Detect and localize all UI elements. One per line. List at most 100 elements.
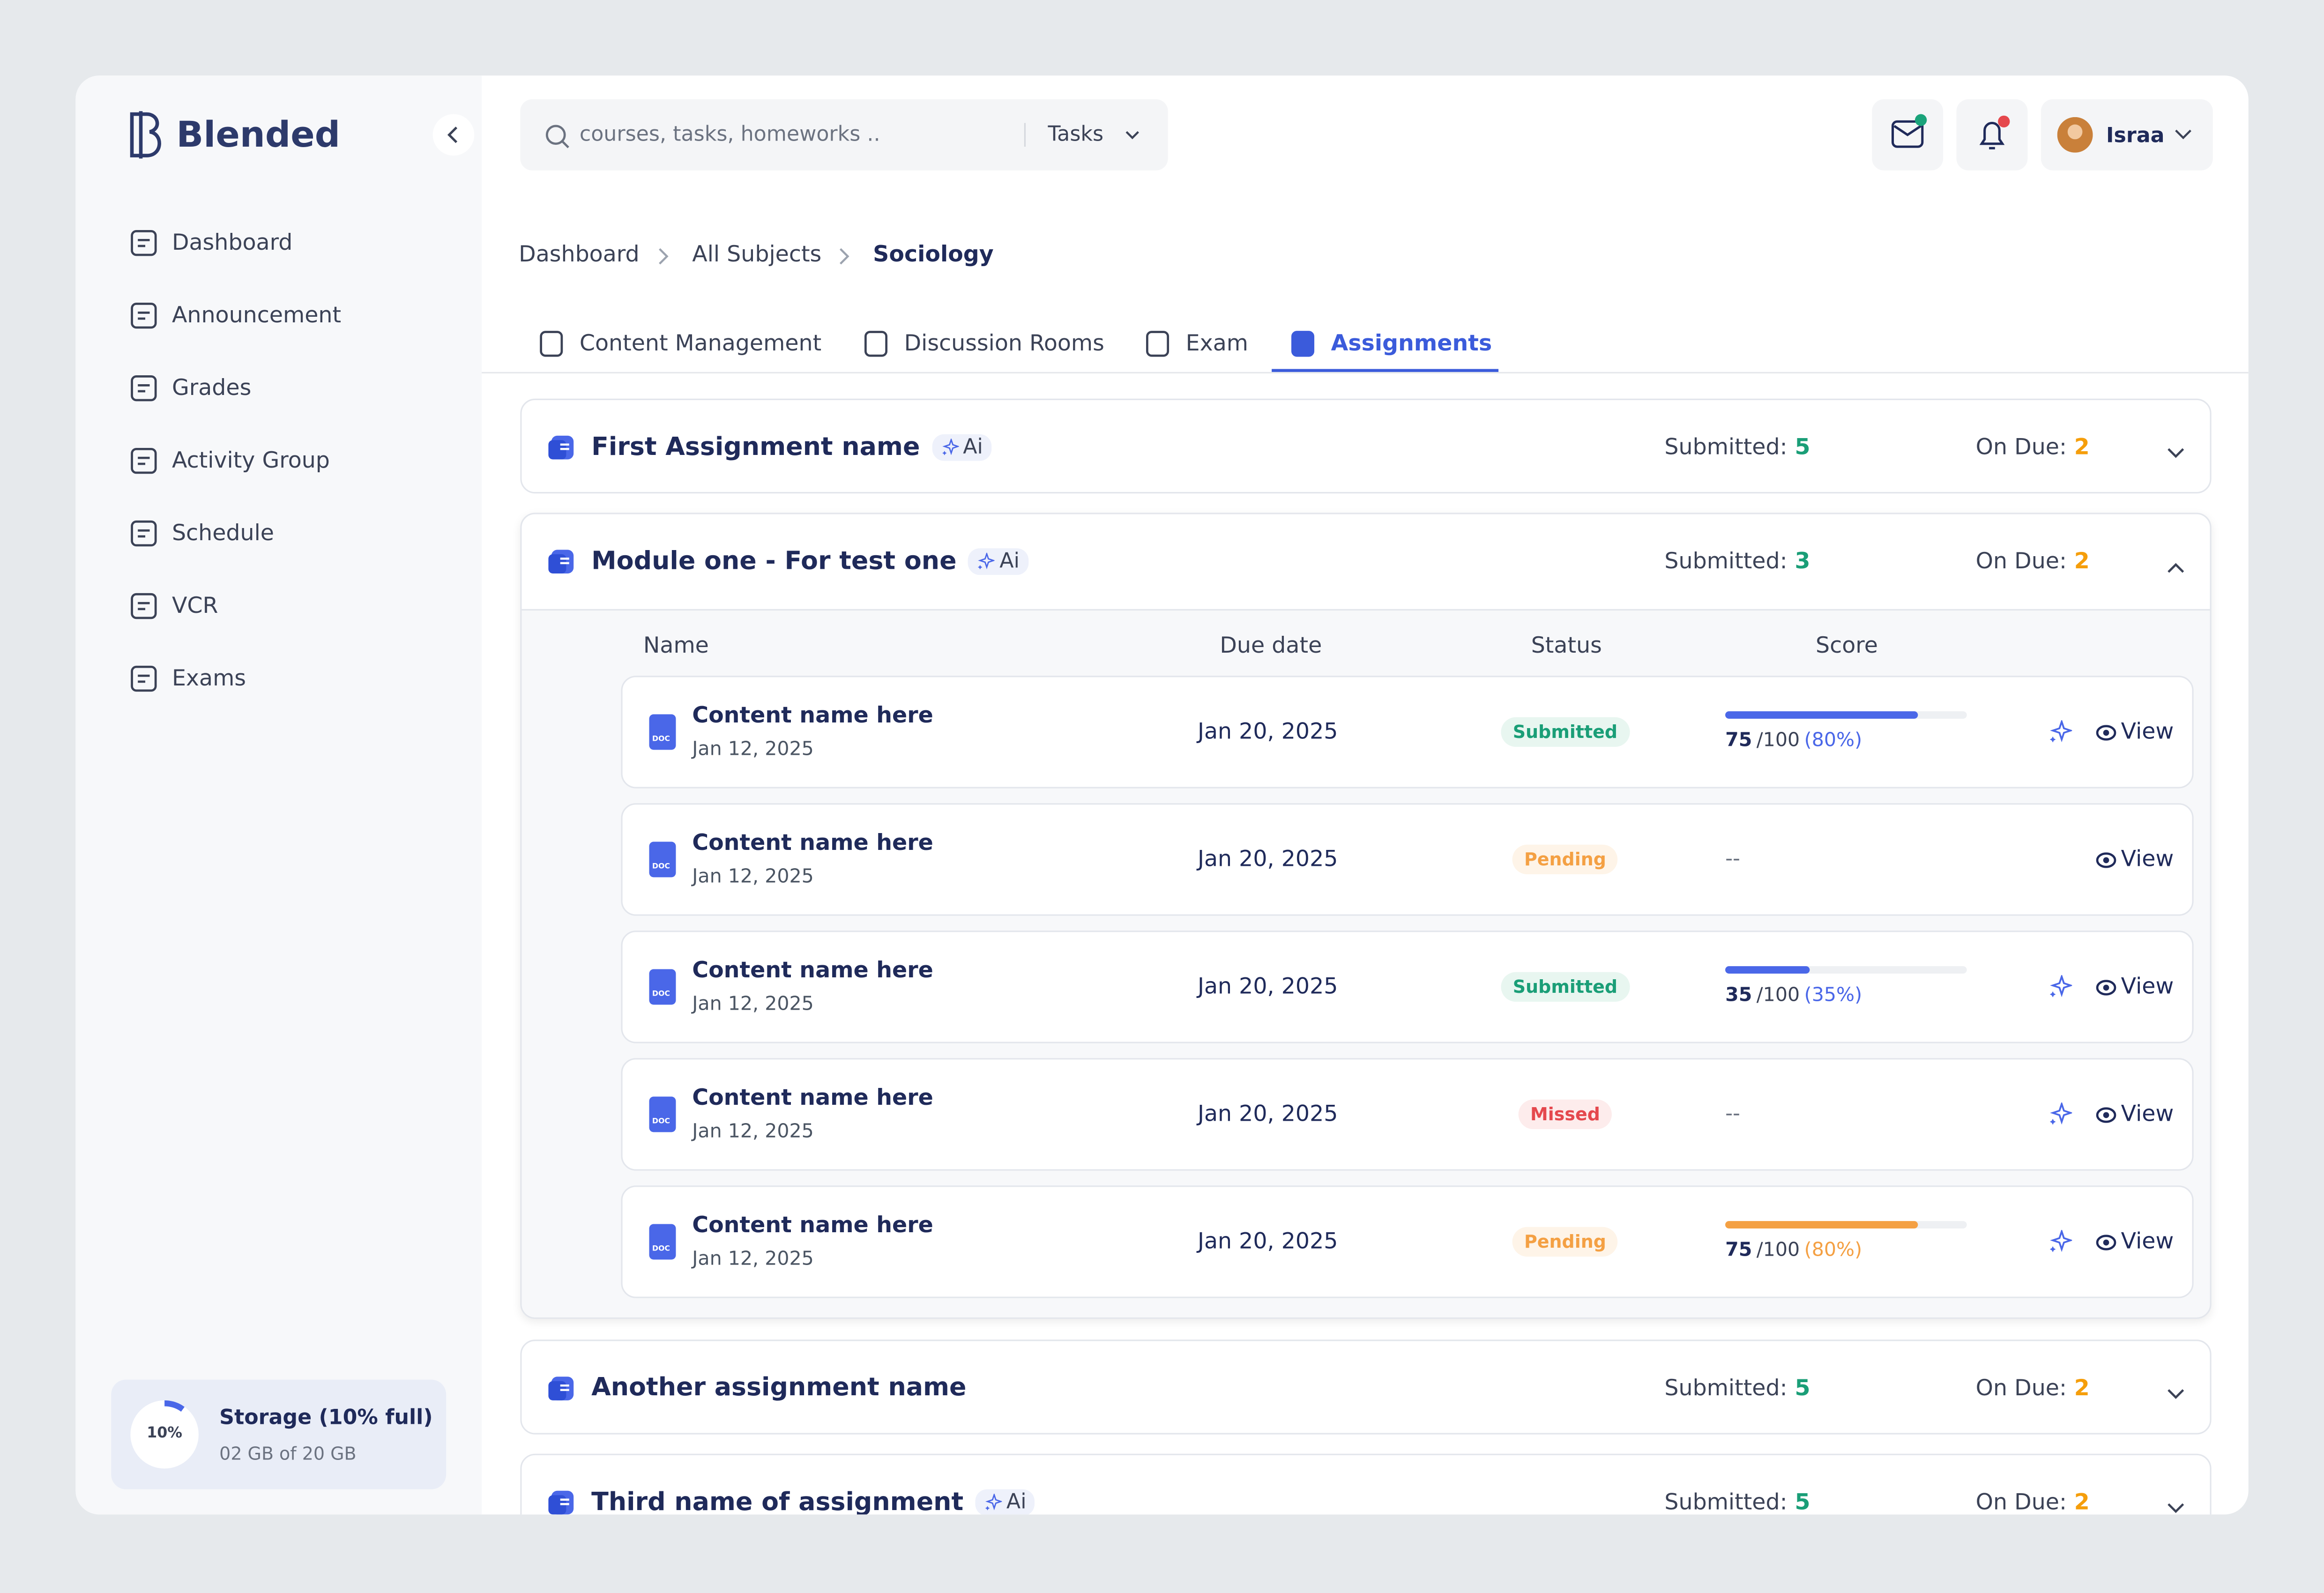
- assignment-icon: [545, 1486, 578, 1515]
- stat-label: On Due:: [1975, 1489, 2067, 1515]
- nav-icon: [129, 446, 158, 482]
- view-button[interactable]: View: [2096, 1228, 2174, 1255]
- doc-icon-label: DOC: [652, 1117, 670, 1126]
- tab[interactable]: Exam: [1185, 329, 1249, 357]
- nav-icon: [129, 301, 158, 336]
- score-percent: (80%): [1804, 730, 1862, 752]
- nav-item[interactable]: Grades: [171, 374, 252, 401]
- ai-badge-text: Ai: [999, 550, 1020, 574]
- stat-submitted: Submitted: 5: [1664, 436, 1810, 458]
- search-placeholder: courses, tasks, homeworks ..: [579, 123, 880, 147]
- stat-submitted: Submitted: 5: [1664, 1377, 1810, 1399]
- logo-icon: [130, 111, 161, 159]
- score-text: 75/100 (80%): [1725, 731, 1862, 751]
- ai-action[interactable]: [2048, 719, 2074, 750]
- breadcrumb-item[interactable]: All Subjects: [692, 240, 822, 268]
- doc-icon: DOC: [649, 841, 676, 878]
- assignment-header[interactable]: Third name of assignment Ai: [591, 1489, 1035, 1515]
- user-menu[interactable]: Israa: [2041, 99, 2213, 171]
- ai-action[interactable]: [2048, 1228, 2074, 1259]
- breadcrumb-item[interactable]: Dashboard: [519, 240, 640, 268]
- assignment-header[interactable]: Another assignment name: [591, 1373, 967, 1403]
- score-empty: --: [1725, 1102, 1741, 1126]
- table-header: Due date: [1220, 632, 1322, 659]
- table-row: DOC Content name here Jan 12, 2025 Jan 20, …: [621, 930, 2194, 1043]
- content-date: Jan 12, 2025: [692, 1121, 814, 1144]
- nav-item[interactable]: VCR: [171, 592, 218, 619]
- score-bar: [1725, 966, 1810, 974]
- expand-chevron[interactable]: [2166, 1494, 2186, 1514]
- score-text: 35/100 (35%): [1725, 986, 1862, 1005]
- ai-badge: Ai: [975, 1489, 1035, 1515]
- view-button[interactable]: View: [2096, 973, 2174, 1000]
- notification-button[interactable]: [1956, 99, 2028, 171]
- stat-value: 5: [1795, 1489, 1810, 1515]
- doc-icon: DOC: [649, 1224, 676, 1260]
- nav-item[interactable]: Schedule: [171, 519, 275, 546]
- score-value: 35: [1725, 984, 1752, 1007]
- stat-on-due: On Due: 2: [1976, 1377, 2090, 1399]
- assignment-name: First Assignment name: [591, 432, 920, 462]
- stat-label: On Due:: [1975, 547, 2067, 574]
- stat-label: On Due:: [1975, 433, 2067, 461]
- doc-icon-label: DOC: [652, 862, 670, 871]
- search-filter[interactable]: Tasks: [1048, 123, 1104, 147]
- assignment-icon: [545, 1372, 578, 1411]
- doc-icon-label: DOC: [652, 990, 670, 999]
- doc-icon: DOC: [649, 969, 676, 1005]
- storage-ring: [130, 1400, 199, 1469]
- tab[interactable]: Discussion Rooms: [904, 329, 1104, 357]
- due-date: Jan 20, 2025: [1197, 845, 1338, 872]
- score-total: /100: [1756, 984, 1800, 1007]
- nav-icon: [129, 228, 158, 264]
- tab[interactable]: Content Management: [579, 329, 822, 357]
- due-date: Jan 20, 2025: [1197, 1100, 1338, 1127]
- expand-chevron[interactable]: [2166, 439, 2186, 467]
- table-row: DOC Content name here Jan 12, 2025 Jan 20, …: [621, 1058, 2194, 1171]
- nav-item[interactable]: Announcement: [171, 301, 342, 328]
- view-button[interactable]: View: [2096, 720, 2174, 743]
- ai-action[interactable]: [2048, 974, 2074, 1005]
- stat-value: 2: [2074, 1489, 2090, 1515]
- nav-item[interactable]: Activity Group: [171, 447, 330, 474]
- view-label: View: [2121, 1228, 2174, 1255]
- tab-icon: [1288, 329, 1318, 365]
- ai-badge: Ai: [931, 434, 992, 461]
- search-box[interactable]: courses, tasks, homeworks .. Tasks: [520, 99, 1168, 171]
- assignment-table: Name Due date Status Score DOC Content name h…: [521, 609, 2210, 1318]
- content-name: Content name here: [692, 701, 933, 729]
- collapse-button[interactable]: [432, 114, 475, 156]
- doc-icon: DOC: [649, 714, 676, 750]
- view-button[interactable]: View: [2096, 1102, 2174, 1125]
- assignment-name: Another assignment name: [591, 1373, 967, 1403]
- status-pill: Submitted: [1501, 717, 1630, 747]
- app-card: Blended 10% Storage (10% full) 02 GB of …: [75, 75, 2249, 1515]
- expand-chevron[interactable]: [2166, 1380, 2186, 1408]
- score-percent: (80%): [1804, 1239, 1862, 1262]
- mail-button[interactable]: [1872, 99, 1944, 171]
- storage-percent: 10%: [147, 1425, 182, 1442]
- view-label: View: [2121, 845, 2174, 872]
- view-button[interactable]: View: [2096, 845, 2174, 872]
- nav-item[interactable]: Dashboard: [171, 229, 293, 256]
- stat-label: Submitted:: [1664, 547, 1788, 574]
- stat-value: 5: [1795, 1374, 1810, 1401]
- stat-label: Submitted:: [1664, 1489, 1788, 1515]
- tab-icon: [1143, 329, 1172, 365]
- table-header: Status: [1531, 632, 1602, 659]
- assignment-header[interactable]: First Assignment name Ai: [591, 434, 992, 461]
- ai-badge-text: Ai: [963, 435, 983, 460]
- status-pill: Pending: [1512, 844, 1618, 875]
- nav-item[interactable]: Exams: [171, 664, 246, 692]
- assignment-header[interactable]: Module one - For test one Ai: [591, 548, 1028, 575]
- status-pill: Missed: [1518, 1099, 1612, 1130]
- content-date: Jan 12, 2025: [692, 993, 814, 1016]
- content-name: Content name here: [692, 956, 933, 983]
- content-date: Jan 12, 2025: [692, 866, 814, 889]
- ai-action[interactable]: [2048, 1101, 2074, 1132]
- expand-chevron[interactable]: [2166, 553, 2186, 581]
- brand: Blended: [176, 114, 341, 156]
- tab[interactable]: Assignments: [1331, 329, 1492, 357]
- view-label: View: [2121, 973, 2174, 1000]
